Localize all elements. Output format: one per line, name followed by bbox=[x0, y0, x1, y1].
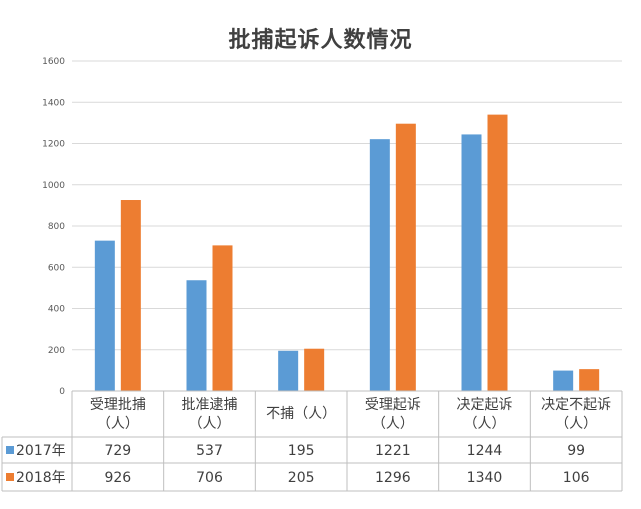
y-tick-label: 200 bbox=[48, 346, 65, 356]
bar-series-1 bbox=[94, 240, 115, 391]
bar-series-1 bbox=[553, 370, 574, 391]
legend-label-2: 2018年 bbox=[16, 470, 66, 486]
table-value: 537 bbox=[196, 443, 223, 459]
table-value: 729 bbox=[104, 443, 131, 459]
bar-series-2 bbox=[120, 200, 141, 391]
legend-key-2 bbox=[6, 473, 14, 481]
table-value: 106 bbox=[563, 470, 590, 486]
category-label: （人） bbox=[372, 416, 414, 432]
category-label: （人） bbox=[97, 416, 139, 432]
bar-series-2 bbox=[304, 348, 325, 391]
bar-series-1 bbox=[369, 139, 390, 391]
bar-series-1 bbox=[461, 134, 482, 392]
category-label: （人） bbox=[189, 416, 231, 432]
bar-series-2 bbox=[579, 369, 600, 391]
y-tick-label: 1000 bbox=[42, 181, 65, 191]
legend-label-1: 2017年 bbox=[16, 443, 66, 459]
bar-series-2 bbox=[487, 114, 508, 391]
chart-title: 批捕起诉人数情况 bbox=[228, 28, 413, 53]
y-tick-label: 1200 bbox=[42, 140, 65, 150]
y-tick-label: 1400 bbox=[42, 98, 65, 108]
category-label: 决定不起诉 bbox=[541, 397, 611, 413]
table-value: 1221 bbox=[375, 443, 411, 459]
table-value: 1244 bbox=[467, 443, 503, 459]
table-value: 926 bbox=[104, 470, 131, 486]
category-label: （人） bbox=[464, 416, 506, 432]
y-tick-label: 400 bbox=[48, 305, 65, 315]
y-tick-label: 0 bbox=[59, 387, 65, 397]
y-tick-label: 1600 bbox=[42, 57, 65, 67]
table-value: 1296 bbox=[375, 470, 411, 486]
bar-series-2 bbox=[395, 123, 416, 391]
category-label: 决定起诉 bbox=[457, 397, 513, 413]
y-tick-label: 800 bbox=[48, 222, 65, 232]
table-value: 99 bbox=[567, 443, 585, 459]
bar-series-1 bbox=[278, 350, 299, 391]
legend-key-1 bbox=[6, 446, 14, 454]
bar-series-1 bbox=[186, 280, 207, 391]
category-label: （人） bbox=[555, 416, 597, 432]
category-label: 批准逮捕 bbox=[182, 397, 238, 413]
category-label: 受理批捕 bbox=[90, 397, 146, 413]
table-value: 706 bbox=[196, 470, 223, 486]
table-value: 195 bbox=[288, 443, 315, 459]
category-label: 受理起诉 bbox=[365, 397, 421, 413]
category-label: 不捕（人） bbox=[266, 406, 336, 422]
table-value: 1340 bbox=[467, 470, 503, 486]
bar-series-2 bbox=[212, 245, 233, 391]
table-value: 205 bbox=[288, 470, 315, 486]
y-tick-label: 600 bbox=[48, 263, 65, 273]
